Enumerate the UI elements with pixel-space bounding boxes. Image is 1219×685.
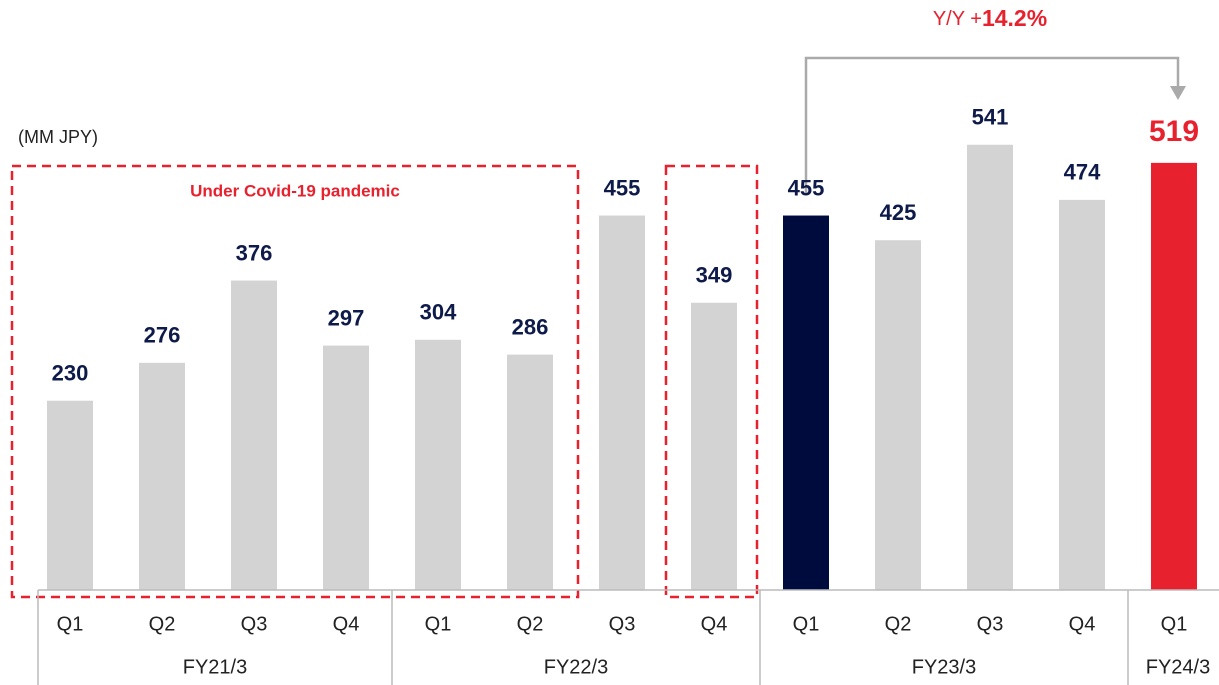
x-tick-label: Q1 <box>1161 613 1188 635</box>
yoy-annotation: Y/Y +14.2% <box>933 5 1047 31</box>
x-tick-label: Q3 <box>609 613 636 635</box>
x-tick-label: Q3 <box>977 613 1004 635</box>
value-label: 541 <box>972 105 1009 130</box>
value-label: 230 <box>52 361 89 386</box>
value-label: 455 <box>788 175 825 200</box>
bar <box>415 339 461 590</box>
x-tick-label: Q4 <box>701 613 728 635</box>
x-tick-label: Q2 <box>149 613 176 635</box>
bar <box>599 215 645 590</box>
bar <box>967 144 1013 590</box>
x-tick-label: Q4 <box>1069 613 1096 635</box>
x-tick-label: Q3 <box>241 613 268 635</box>
unit-label: (MM JPY) <box>18 127 98 147</box>
bar <box>691 302 737 590</box>
covid-box <box>664 164 759 599</box>
bar <box>47 400 93 590</box>
x-tick-label: Q1 <box>425 613 452 635</box>
x-tick-label: Q2 <box>885 613 912 635</box>
group-label: FY23/3 <box>912 656 976 678</box>
x-tick-label: Q1 <box>57 613 84 635</box>
value-label: 304 <box>420 300 457 325</box>
bar <box>1059 199 1105 590</box>
value-label: 474 <box>1064 160 1101 185</box>
yoy-arrow <box>804 56 1180 195</box>
value-label: 376 <box>236 240 273 265</box>
annotation-value: 14.2% <box>982 5 1047 31</box>
box-label: Under Covid-19 pandemic <box>190 181 400 200</box>
bar <box>323 345 369 590</box>
value-label: 519 <box>1149 115 1199 148</box>
bar <box>507 354 553 590</box>
x-tick-label: Q1 <box>793 613 820 635</box>
bar <box>1151 162 1197 590</box>
arrow-head <box>1170 86 1186 100</box>
bar <box>231 280 277 590</box>
value-label: 425 <box>880 200 917 225</box>
covid-box <box>10 164 580 599</box>
value-label: 276 <box>144 323 181 348</box>
bar <box>875 240 921 590</box>
group-label: FY22/3 <box>544 656 608 678</box>
group-label: FY21/3 <box>183 656 247 678</box>
group-label: FY24/3 <box>1146 656 1210 678</box>
value-label: 455 <box>604 175 641 200</box>
x-tick-label: Q2 <box>517 613 544 635</box>
x-tick-label: Q4 <box>333 613 360 635</box>
bar <box>139 362 185 590</box>
bar <box>783 215 829 590</box>
value-label: 297 <box>328 305 365 330</box>
value-label: 349 <box>696 263 733 288</box>
value-label: 286 <box>512 314 549 339</box>
annotation-prefix: Y/Y + <box>933 8 982 30</box>
